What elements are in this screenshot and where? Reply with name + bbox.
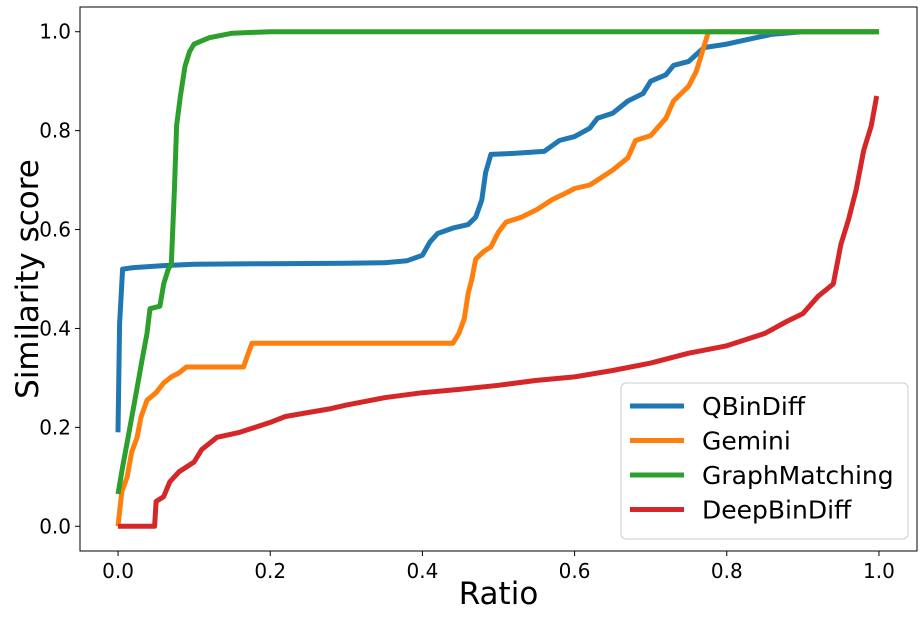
- x-tick-label: 0.4: [407, 559, 439, 583]
- x-tick-label: 1.0: [863, 559, 895, 583]
- y-tick-label: 1.0: [39, 20, 71, 44]
- plot-frame: [79, 6, 918, 552]
- y-tick-label: 0.8: [39, 119, 71, 143]
- series-line-gemini: [115, 29, 879, 527]
- x-tick-label: 0.6: [559, 559, 591, 583]
- axes: 0.0 0.2 0.4 0.6 0.8 1.0 0.0 0.2 0.4 0.6 0.8 1.0: [39, 20, 895, 583]
- legend-label-deepbindiff: DeepBinDiff: [702, 496, 852, 525]
- series-line-graphmatching: [115, 29, 879, 495]
- y-axis-title: Similarity score: [10, 159, 46, 399]
- series-line-qbindiff: [115, 29, 879, 433]
- x-tick-label: 0.0: [102, 559, 134, 583]
- x-tick-label: 0.8: [711, 559, 743, 583]
- legend-label-graphmatching: GraphMatching: [702, 461, 894, 490]
- legend: QBinDiff Gemini GraphMatching DeepBinDiff: [620, 382, 909, 540]
- legend-label-qbindiff: QBinDiff: [702, 392, 806, 421]
- legend-box: [620, 382, 909, 540]
- y-tick-label: 0.2: [39, 415, 71, 439]
- plot-lines: [115, 29, 880, 529]
- y-tick-label: 0.6: [39, 218, 71, 242]
- series-line-deepbindiff: [118, 95, 880, 529]
- y-tick-label: 0.0: [39, 514, 71, 538]
- x-tick-label: 0.2: [254, 559, 286, 583]
- x-axis-title: Ratio: [459, 576, 539, 612]
- legend-label-gemini: Gemini: [702, 427, 791, 456]
- y-tick-label: 0.4: [39, 316, 71, 340]
